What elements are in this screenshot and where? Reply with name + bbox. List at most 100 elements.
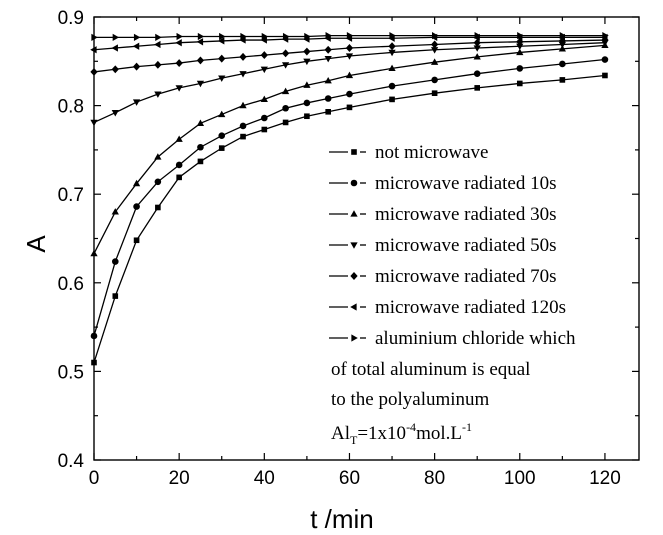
legend-item: aluminium chloride which (329, 328, 576, 349)
data-point (388, 82, 396, 90)
data-point (154, 178, 162, 186)
data-point (197, 158, 204, 165)
data-point (111, 65, 119, 74)
legend-marker (351, 149, 357, 155)
data-point (91, 359, 97, 366)
data-point (474, 31, 481, 40)
data-point (430, 47, 439, 54)
legend: not microwave microwave radiated 10s micro… (329, 142, 576, 447)
data-point (517, 31, 524, 40)
data-point (558, 41, 566, 49)
data-point (112, 33, 120, 42)
data-point (196, 80, 205, 88)
data-point (282, 119, 289, 126)
y-tick-label: 0.5 (58, 362, 84, 383)
legend-item: microwave radiated 10s (329, 173, 556, 194)
data-point (132, 179, 141, 187)
data-point (196, 119, 205, 126)
y-tick-label: 0.9 (58, 8, 84, 29)
data-point (154, 60, 162, 69)
legend-item: microwave radiated 50s (329, 235, 556, 256)
y-tick-label: 0.6 (58, 274, 84, 295)
data-point (431, 90, 438, 97)
data-point (133, 237, 140, 244)
data-point (111, 110, 119, 117)
data-point (90, 332, 98, 340)
x-tick-label: 80 (424, 468, 445, 489)
data-point (239, 101, 247, 109)
data-point (430, 40, 439, 49)
legend-marker (351, 334, 358, 342)
data-point (281, 87, 290, 95)
data-point (218, 110, 226, 118)
series-1 (91, 72, 608, 366)
data-point (324, 56, 332, 63)
x-tick-label: 120 (589, 468, 621, 489)
data-point (516, 65, 524, 72)
legend-note-line: of total aluminum is equal (331, 359, 530, 380)
data-point (217, 37, 225, 45)
data-point (389, 96, 395, 103)
data-point (559, 60, 566, 68)
legend-marker (350, 242, 358, 249)
data-point (155, 204, 161, 211)
x-tick-label: 40 (254, 468, 275, 489)
data-point (281, 49, 290, 58)
legend-label: not microwave (375, 142, 488, 163)
legend-note-line: to the polyaluminum (331, 389, 490, 410)
data-point (90, 249, 98, 257)
data-point (133, 203, 140, 210)
data-point (239, 71, 247, 78)
x-axis-title: t /min (310, 504, 374, 534)
data-point (175, 161, 183, 169)
series-layer (90, 31, 609, 366)
data-point (602, 31, 609, 40)
x-tick-label: 20 (169, 468, 190, 489)
data-point (218, 145, 225, 151)
data-point (602, 72, 608, 79)
data-point (239, 36, 246, 44)
data-point (240, 32, 247, 41)
series-2 (90, 56, 609, 340)
data-point (112, 293, 119, 299)
data-point (345, 53, 354, 60)
data-point (219, 32, 226, 41)
data-point (431, 31, 439, 40)
data-point (558, 45, 566, 52)
data-point (473, 53, 481, 60)
data-point (304, 32, 311, 41)
formula-part: T (350, 433, 358, 447)
legend-label: microwave radiated 10s (375, 173, 556, 194)
data-point (388, 64, 396, 72)
data-point (260, 36, 267, 44)
data-point (239, 122, 247, 130)
series-7 (91, 31, 609, 42)
legend-label: aluminium chloride which (375, 328, 576, 349)
data-point (282, 104, 289, 112)
data-point (346, 90, 353, 98)
data-point (388, 42, 396, 51)
data-point (240, 133, 246, 140)
data-point (303, 58, 311, 66)
x-tick-label: 100 (504, 468, 536, 489)
data-point (474, 85, 481, 91)
data-point (111, 258, 119, 265)
data-point (559, 31, 567, 40)
data-point (303, 81, 311, 88)
legend-marker (350, 179, 358, 187)
data-point (260, 95, 268, 103)
data-point (303, 99, 311, 107)
data-point (90, 67, 98, 76)
data-point (324, 76, 332, 84)
x-tick-label: 0 (89, 468, 100, 489)
series-line (93, 58, 606, 337)
legend-item: microwave radiated 30s (329, 204, 556, 225)
data-point (516, 80, 523, 87)
data-point (239, 52, 247, 61)
legend-label: microwave radiated 120s (375, 297, 566, 318)
axes: 0 20 40 60 80 100 120 0.4 0.5 0.6 0.7 0.8 0.9 (58, 8, 640, 489)
data-point (132, 62, 141, 71)
series-4 (90, 40, 609, 127)
data-point (325, 31, 332, 40)
legend-label: microwave radiated 50s (375, 235, 556, 256)
